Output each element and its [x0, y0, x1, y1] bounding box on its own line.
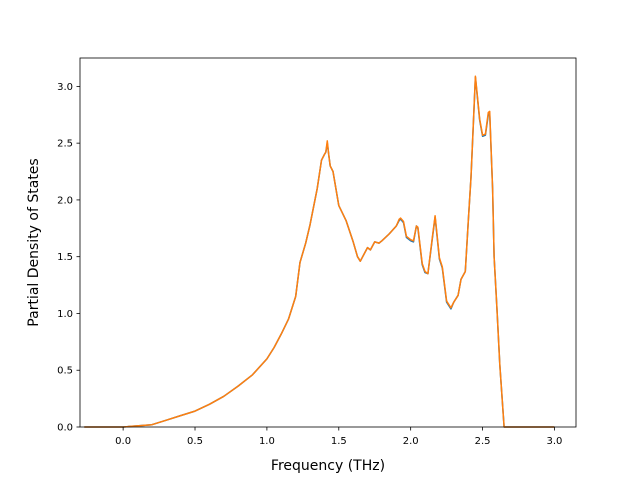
x-tick-label: 0.0 — [115, 436, 131, 447]
x-axis: 0.0 0.5 1.0 1.5 2.0 2.5 3.0 — [115, 427, 562, 447]
y-tick-label: 2.0 — [57, 195, 73, 206]
y-tick-label: 1.5 — [57, 252, 73, 263]
plot-frame — [79, 57, 577, 428]
y-tick-label: 0.0 — [57, 423, 73, 434]
y-axis: 0.0 0.5 1.0 1.5 2.0 2.5 3.0 — [57, 82, 80, 434]
x-tick-label: 2.0 — [403, 436, 419, 447]
series-line-2 — [84, 75, 555, 428]
y-tick-label: 1.0 — [57, 309, 73, 320]
y-tick-label: 2.5 — [57, 139, 73, 150]
x-axis-title: Frequency (THz) — [271, 458, 385, 474]
x-tick-label: 2.5 — [475, 436, 491, 447]
x-tick-label: 3.0 — [546, 436, 562, 447]
x-tick-label: 0.5 — [187, 436, 203, 447]
y-axis-title: Partial Density of States — [26, 158, 42, 326]
y-tick-label: 0.5 — [57, 366, 73, 377]
series-layer — [84, 75, 555, 428]
y-tick-label: 3.0 — [57, 82, 73, 93]
x-tick-label: 1.5 — [331, 436, 347, 447]
series-line-1 — [84, 76, 555, 428]
x-tick-label: 1.0 — [259, 436, 275, 447]
